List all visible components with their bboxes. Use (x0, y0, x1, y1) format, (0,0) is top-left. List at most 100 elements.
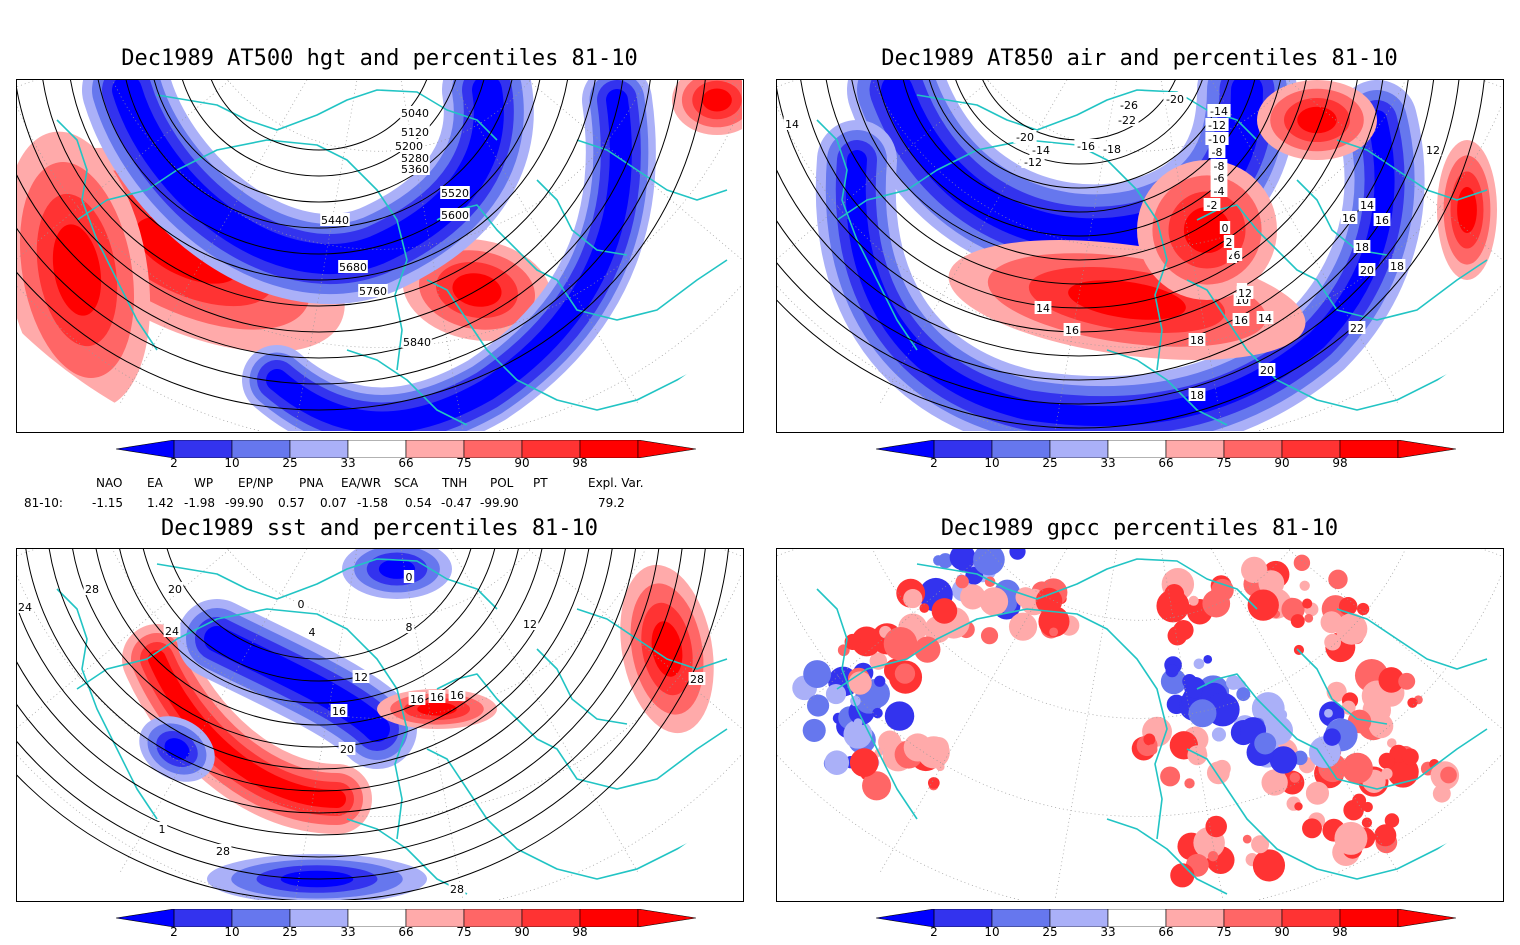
colorbar-tick-labels: 2 10 25 33 66 75 90 98 (876, 456, 1456, 476)
longitude-gridline (118, 549, 380, 875)
colorbar-tick-label: 75 (456, 456, 472, 470)
precip-anomaly-speck (1381, 767, 1393, 780)
sst-contour (17, 549, 708, 880)
precip-anomaly-speck (1384, 813, 1400, 828)
svg-text:0: 0 (298, 598, 305, 611)
svg-text:-26: -26 (1120, 99, 1138, 112)
contour-label: 16 (330, 704, 348, 718)
index-row-label: 81-10: (24, 496, 63, 510)
precip-anomaly-speck (1302, 598, 1313, 609)
precip-anomaly-speck (1188, 595, 1199, 606)
coastline (1106, 818, 1228, 895)
coastline (56, 588, 158, 820)
contour-label: -14 (1207, 104, 1231, 118)
colorbar-tick-label: 98 (1332, 456, 1348, 470)
svg-text:0: 0 (1222, 222, 1229, 235)
coastline (1196, 673, 1488, 790)
svg-text:22: 22 (1350, 322, 1364, 335)
coastline (426, 748, 718, 880)
longitude-gridline (378, 80, 640, 406)
svg-text:2: 2 (1226, 236, 1233, 249)
sst-contour (17, 549, 639, 814)
contour-label: 28 (688, 672, 706, 686)
svg-text:20: 20 (1360, 264, 1374, 277)
svg-text:-8: -8 (1212, 146, 1223, 159)
contour-label: 5200 (394, 139, 424, 153)
contour-label: 5600 (440, 208, 470, 222)
precip-anomaly-speck (1251, 835, 1270, 854)
contour-label: 5360 (400, 162, 430, 176)
precip-anomaly-speck (1211, 727, 1227, 742)
precip-anomaly-speck (1341, 752, 1373, 784)
precip-anomaly-speck (1323, 728, 1341, 746)
temperature-contour (777, 80, 1487, 429)
svg-text:-10: -10 (1208, 133, 1226, 146)
svg-text:14: 14 (1360, 199, 1374, 212)
height-contour (148, 80, 490, 203)
precip-anomaly-speck (1401, 748, 1419, 766)
colorbar-segment (116, 909, 174, 927)
coastline (816, 119, 918, 351)
svg-text:28: 28 (216, 845, 230, 858)
panel-title-sst: Dec1989 sst and percentiles 81-10 (160, 516, 599, 541)
precip-anomaly-speck (1324, 633, 1342, 651)
precip-anomaly-speck (844, 633, 861, 651)
cold-anomaly-band (881, 80, 1263, 251)
svg-text:14: 14 (785, 118, 799, 131)
precip-anomaly-speck (1294, 802, 1303, 811)
warm-anomaly-shading (1297, 106, 1337, 134)
contour-label: 28 (83, 582, 101, 596)
colorbar-segment (1397, 909, 1456, 927)
coastline (436, 673, 728, 790)
precip-anomaly-speck (1015, 587, 1036, 608)
svg-text:16: 16 (430, 691, 444, 704)
longitude-gridline (118, 80, 380, 406)
colorbar-tick-label: 2 (170, 456, 178, 470)
colorbar-bar (876, 909, 1456, 927)
svg-text:-14: -14 (1032, 144, 1050, 157)
precip-anomaly-speck (1165, 664, 1179, 678)
precip-anomaly-speck (1398, 672, 1416, 690)
precip-anomaly-speck (1261, 769, 1288, 796)
sst-contour (161, 549, 477, 660)
colorbar-segment (1339, 909, 1399, 927)
precip-anomaly-speck (1160, 766, 1181, 787)
contour-label: -2 (1203, 198, 1221, 212)
precip-anomaly-speck (1193, 658, 1205, 670)
precip-anomaly-speck (1293, 554, 1311, 572)
precip-anomaly-speck (1374, 824, 1397, 847)
colorbar-segment (637, 909, 696, 927)
longitude-gridline (378, 80, 470, 431)
cold-anomaly-band (266, 89, 632, 431)
contour-label: -26 (1117, 98, 1141, 112)
precip-anomaly-speck (843, 719, 873, 749)
colorbar-tick-label: 10 (224, 925, 240, 939)
contour-label: 28 (214, 844, 232, 858)
coastline (1336, 608, 1488, 670)
precip-anomaly-speck (1184, 778, 1195, 789)
colorbar-gpcc: 2 10 25 33 66 75 90 98 (876, 909, 1456, 945)
latitude-gridline (182, 80, 576, 152)
colorbar-tick-label: 66 (1158, 925, 1174, 939)
precip-anomaly-speck (1170, 863, 1195, 888)
colorbar-tick-label: 10 (224, 456, 240, 470)
longitude-gridline (378, 549, 640, 875)
precip-anomaly-speck (931, 598, 958, 624)
index-value: 1.42 (147, 496, 174, 510)
colorbar-tick-label: 90 (514, 456, 530, 470)
contour-label: -4 (1210, 184, 1228, 198)
map-panel-sst: 28 24 24 20 20 16 16 16 16 12 12 8 4 0 0 28 28 1 28 (16, 548, 744, 902)
temperature-contour (847, 80, 1311, 261)
colorbar-tick-label: 10 (984, 925, 1000, 939)
colorbar-tick-label: 25 (282, 456, 298, 470)
cold-anomaly-band (112, 80, 504, 275)
colorbar-bar (116, 440, 696, 458)
cold-anomaly-shading (164, 738, 190, 760)
teleconnection-index-table: NAO EA WP EP/NP PNA EA/WR SCA TNH POL PT… (20, 474, 690, 514)
contour-label: 12 (352, 670, 370, 684)
coastline (1186, 279, 1478, 411)
svg-text:5280: 5280 (401, 152, 429, 165)
colorbar-tick-label: 33 (340, 925, 356, 939)
precip-anomaly-speck (973, 549, 1005, 576)
precip-anomaly-speck (1357, 602, 1370, 616)
